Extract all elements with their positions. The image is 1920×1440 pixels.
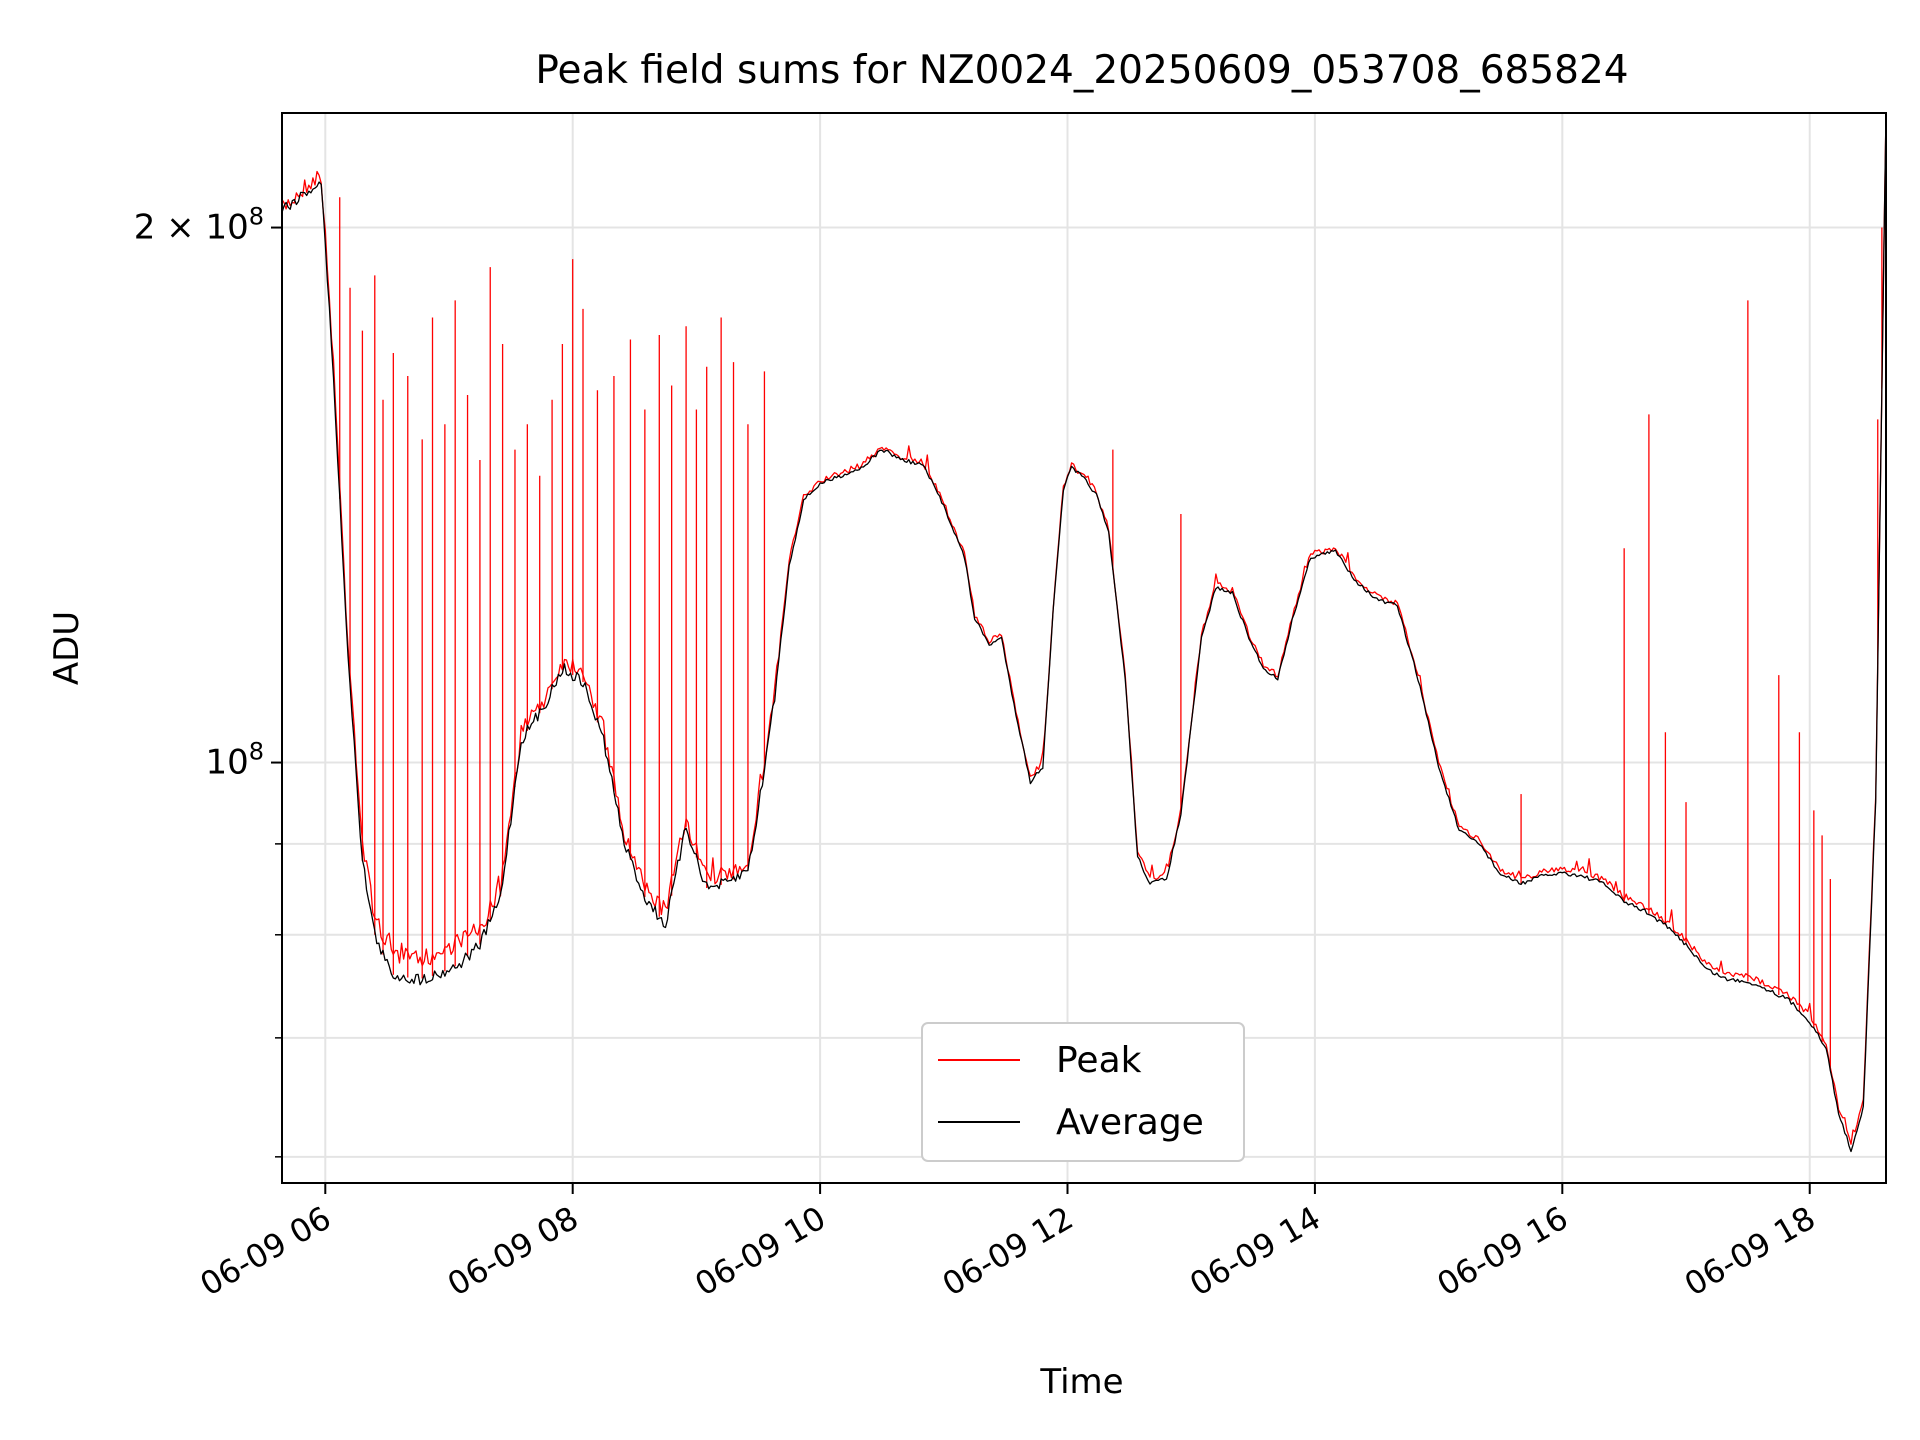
- legend-box: [921, 1022, 1245, 1162]
- peak-series-line: [282, 113, 1886, 1145]
- y-ticks: 2 × 108 108: [134, 203, 282, 1158]
- y-tick-label: 108: [205, 738, 264, 783]
- y-tick-label: 2 × 108: [134, 203, 264, 248]
- legend-peak-label: Peak: [1056, 1040, 1142, 1081]
- average-series-line: [282, 113, 1886, 1153]
- legend-average-label: Average: [1056, 1102, 1204, 1143]
- axes-frame: [281, 112, 1887, 1184]
- plot-lines: [282, 113, 1886, 1153]
- chart-title: Peak field sums for NZ0024_20250609_0537…: [535, 48, 1628, 93]
- x-axis-label: Time: [1039, 1362, 1123, 1402]
- y-axis-label: ADU: [47, 611, 87, 685]
- legend: Peak Average: [921, 1022, 1245, 1162]
